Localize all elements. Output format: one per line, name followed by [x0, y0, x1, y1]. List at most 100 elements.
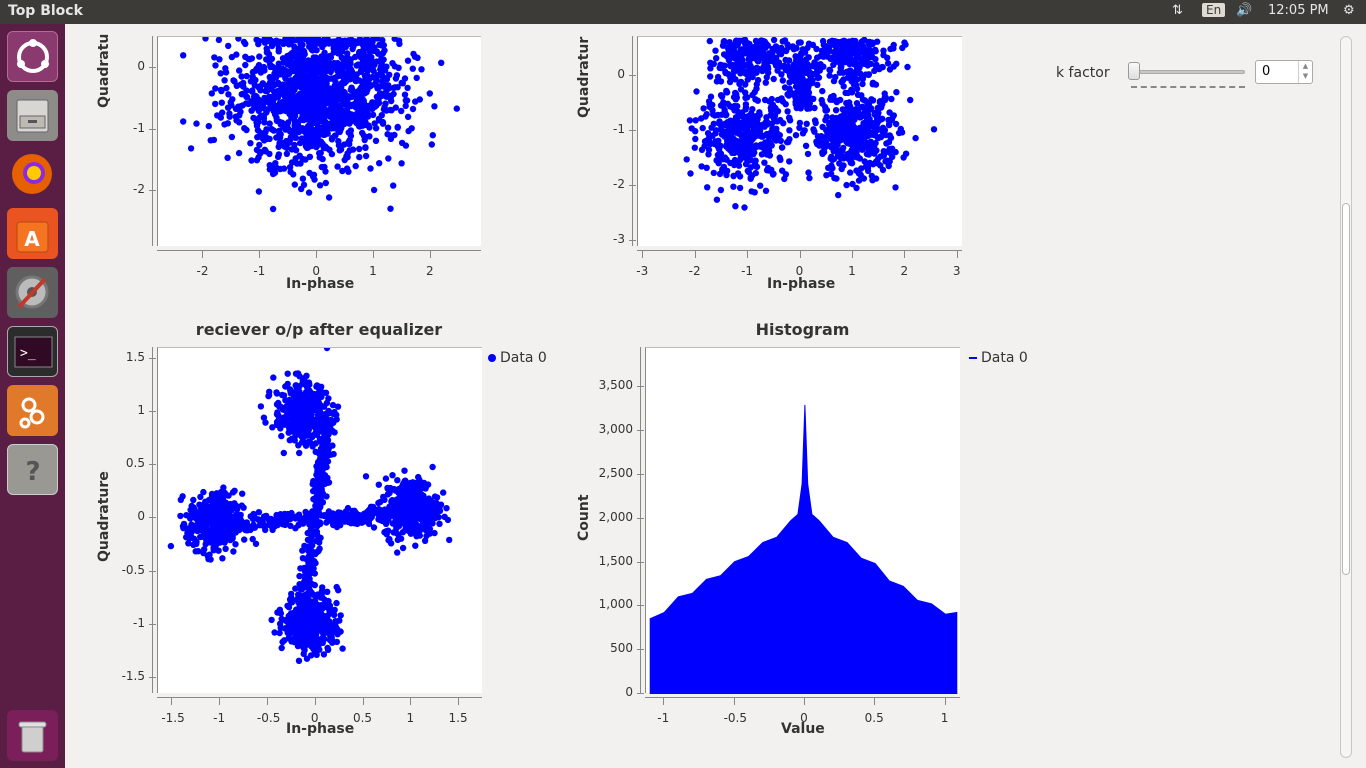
scatter-point — [304, 133, 311, 140]
scatter-point — [877, 162, 884, 169]
scatter-point — [315, 642, 322, 649]
scatter-point — [869, 145, 876, 152]
scatter-point — [261, 119, 268, 126]
x-tick-mark — [219, 697, 221, 705]
scatter-point — [379, 42, 387, 49]
scatter-point — [331, 38, 339, 45]
scatter-point — [412, 542, 419, 549]
scatter-point — [238, 502, 245, 509]
scatter-point — [277, 121, 284, 128]
y-tick-label: 0 — [625, 685, 633, 699]
legend-line-icon — [969, 357, 977, 359]
scatter-point — [817, 52, 824, 60]
scatter-point — [795, 89, 802, 96]
scatter-point — [335, 102, 342, 109]
scatter-point — [238, 91, 245, 98]
scatter-point — [744, 94, 751, 101]
scatter-point — [704, 130, 712, 137]
scatter-point — [260, 414, 268, 421]
scatter-point — [902, 150, 910, 157]
scatter-point — [306, 381, 313, 388]
scatter-point — [316, 623, 323, 630]
scatter-point — [371, 44, 378, 51]
scatter-point — [317, 96, 324, 103]
scatter-point — [274, 409, 281, 416]
scatter-point — [687, 170, 694, 177]
scatter-point — [230, 548, 237, 555]
scatter-point — [762, 143, 769, 150]
scatter-point — [371, 120, 378, 127]
k-factor-spinbox[interactable]: 0 ▲ ▼ — [1255, 60, 1313, 84]
scatter-point — [766, 152, 774, 159]
x-tick-mark — [642, 250, 644, 258]
scatter-point — [839, 106, 846, 113]
network-arrows-icon[interactable]: ⇅ — [1172, 3, 1183, 18]
power-gear-icon[interactable]: ⚙ — [1343, 3, 1355, 18]
scatter-point — [273, 516, 280, 524]
ubuntu-dash-icon[interactable] — [7, 31, 58, 82]
scatter-point — [839, 147, 846, 154]
spin-buttons[interactable]: ▲ ▼ — [1298, 61, 1312, 83]
scatter-point — [840, 128, 847, 135]
k-factor-slider-handle[interactable] — [1128, 62, 1140, 80]
software-center-icon[interactable]: A — [7, 208, 58, 259]
files-icon[interactable] — [7, 90, 58, 141]
trash-icon[interactable] — [7, 710, 58, 761]
scatter-point — [875, 109, 882, 117]
scatter-point — [429, 520, 436, 527]
scatter-point — [345, 516, 352, 523]
scatter-point — [219, 555, 226, 562]
scatter-point — [717, 61, 724, 68]
scatter-point — [404, 113, 412, 121]
keyboard-indicator[interactable]: En — [1202, 3, 1226, 17]
scatter-point — [801, 127, 808, 134]
k-factor-slider-track[interactable] — [1131, 70, 1245, 74]
scatter-point — [304, 422, 312, 429]
scatter-point — [380, 106, 388, 113]
scatter-point — [322, 37, 329, 44]
x-tick-mark — [202, 250, 204, 258]
scatter-point — [240, 38, 248, 46]
help-icon[interactable]: ? — [7, 444, 58, 495]
system-settings-icon[interactable] — [7, 267, 58, 318]
scatter-point — [800, 57, 808, 65]
gnuradio-icon[interactable] — [7, 385, 58, 436]
scatter-point — [387, 205, 394, 212]
scatter-point — [375, 50, 382, 57]
scatter-point — [258, 67, 265, 74]
scatter-point — [291, 111, 298, 119]
clock[interactable]: 12:05 PM — [1268, 3, 1329, 18]
scatter-point — [271, 169, 279, 176]
scatter-point — [438, 59, 445, 66]
k-factor-value[interactable]: 0 — [1262, 64, 1271, 79]
scatter-point — [375, 99, 383, 107]
scatter-point — [810, 71, 817, 78]
scatter-point — [268, 42, 276, 50]
scatter-point — [252, 540, 260, 547]
scatter-point — [742, 48, 749, 55]
scatter-point — [428, 141, 435, 148]
scatter-point — [316, 422, 323, 429]
scatter-point — [865, 71, 872, 79]
scatter-point — [877, 153, 884, 160]
scatter-point — [274, 40, 282, 47]
scatter-point — [717, 186, 725, 194]
spin-up-icon[interactable]: ▲ — [1302, 62, 1309, 70]
x-tick-label: 1 — [369, 264, 377, 278]
scatter-point — [292, 390, 300, 398]
scatter-point — [374, 37, 381, 42]
scatter-point — [744, 76, 751, 83]
scatter-point — [832, 107, 840, 114]
scatter-point — [313, 651, 320, 658]
scatter-point — [318, 628, 325, 635]
x-axis-label-4: Value — [781, 721, 825, 737]
firefox-icon[interactable] — [7, 149, 58, 200]
volume-icon[interactable]: 🔊 — [1236, 3, 1253, 18]
terminal-icon[interactable]: >_ — [7, 326, 58, 377]
scatter-point — [320, 651, 328, 658]
scatter-point — [331, 429, 338, 436]
x-tick-label: 1.5 — [448, 711, 468, 725]
scatter-point — [826, 67, 834, 74]
scatter-point — [236, 112, 243, 119]
scatter-point — [726, 39, 733, 46]
